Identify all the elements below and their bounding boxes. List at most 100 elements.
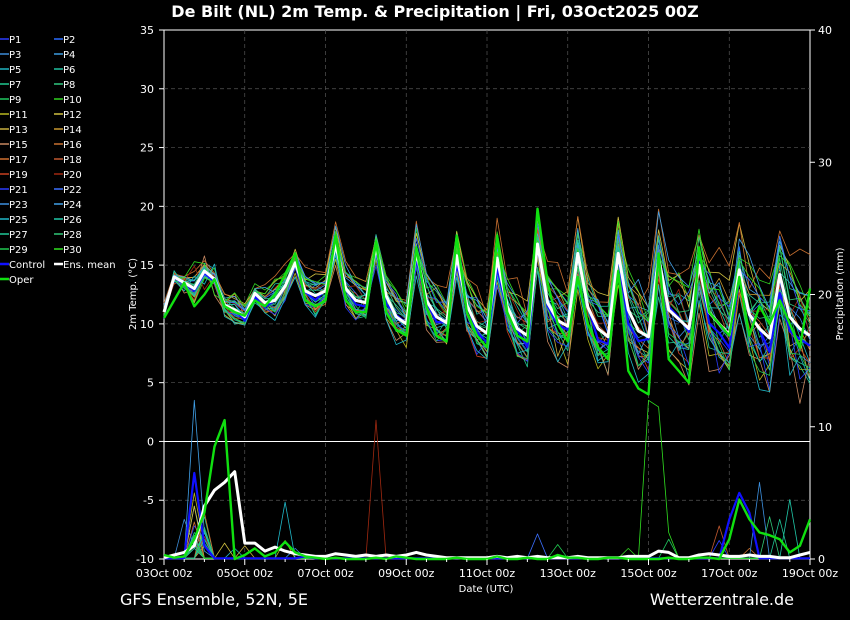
legend-label: Ens. mean — [63, 260, 116, 271]
y-tick-label: -10 — [136, 553, 154, 566]
legend-item-p27: P27 — [0, 230, 28, 241]
legend-label: P2 — [63, 35, 75, 46]
legend-item-p17: P17 — [0, 155, 28, 166]
y2-tick-label: 20 — [818, 289, 832, 302]
legend-label: P20 — [63, 170, 82, 181]
y2-tick-label: 40 — [818, 24, 832, 37]
x-tick-label: 07Oct 00z — [297, 567, 354, 580]
legend-label: P25 — [9, 215, 28, 226]
series-line-ens-mean-temp — [162, 242, 811, 340]
legend-label: Oper — [9, 275, 34, 286]
legend-label: P4 — [63, 50, 75, 61]
legend-item-p19: P19 — [0, 170, 28, 181]
y2-tick-label: 0 — [818, 553, 825, 566]
legend-label: P19 — [9, 170, 28, 181]
series-line-p11-temp — [163, 254, 811, 381]
legend-item-p8: P8 — [54, 80, 75, 91]
legend-label: P24 — [63, 200, 82, 211]
legend-item-p28: P28 — [54, 230, 82, 241]
footer-source-label: Wetterzentrale.de — [650, 590, 794, 609]
y-tick-label: 0 — [147, 435, 154, 448]
x-axis-title: Date (UTC) — [459, 584, 514, 595]
y-tick-label: 25 — [140, 142, 154, 155]
legend-label: P18 — [63, 155, 82, 166]
y-tick-label: 30 — [140, 83, 154, 96]
legend-label: P13 — [9, 125, 28, 136]
legend-item-p13: P13 — [0, 125, 28, 136]
legend-label: P30 — [63, 245, 82, 256]
series-layer — [162, 207, 812, 561]
legend: P1 P2 P3 P4 P5 P6 P7 P8 P9 P10 P11 P12 P13 P14 P15 P16 P… — [0, 35, 116, 286]
series-line-p30-temp — [163, 221, 811, 322]
legend-label: P11 — [9, 110, 28, 121]
legend-label: P26 — [63, 215, 82, 226]
legend-item-p7: P7 — [0, 80, 21, 91]
x-tick-label: 15Oct 00z — [620, 567, 677, 580]
legend-label: P29 — [9, 245, 28, 256]
axes: -10 -5 0 5 10 15 20 25 30 35 0 10 20 30 40 03Oct 00z 05O… — [136, 24, 839, 580]
legend-item-p9: P9 — [0, 95, 21, 106]
x-tick-label: 03Oct 00z — [136, 567, 193, 580]
legend-label: P23 — [9, 200, 28, 211]
y-tick-label: -5 — [143, 494, 154, 507]
legend-item-p14: P14 — [54, 125, 82, 136]
legend-label: P8 — [63, 80, 75, 91]
legend-item-p30: P30 — [54, 245, 82, 256]
series-line-oper-temp — [162, 207, 812, 396]
legend-label: P1 — [9, 35, 21, 46]
legend-label: P16 — [63, 140, 82, 151]
legend-item-p15: P15 — [0, 140, 28, 151]
legend-item-p4: P4 — [54, 50, 75, 61]
legend-label: P15 — [9, 140, 28, 151]
legend-item-p10: P10 — [54, 95, 82, 106]
legend-item-p2: P2 — [54, 35, 75, 46]
y-tick-label: 20 — [140, 200, 154, 213]
legend-item-p6: P6 — [54, 65, 75, 76]
legend-label: Control — [9, 260, 45, 271]
x-tick-label: 19Oct 00z — [782, 567, 839, 580]
y-tick-label: 10 — [140, 318, 154, 331]
y-tick-label: 15 — [140, 259, 154, 272]
series-line-ens-mean-precip — [163, 470, 811, 560]
legend-label: P10 — [63, 95, 82, 106]
legend-label: P27 — [9, 230, 28, 241]
legend-label: P12 — [63, 110, 82, 121]
legend-item-p22: P22 — [54, 185, 82, 196]
legend-item-p5: P5 — [0, 65, 21, 76]
legend-item-p1: P1 — [0, 35, 21, 46]
y2-tick-label: 10 — [818, 421, 832, 434]
legend-label: P3 — [9, 50, 21, 61]
legend-item-p26: P26 — [54, 215, 82, 226]
legend-item-p18: P18 — [54, 155, 82, 166]
legend-item-p29: P29 — [0, 245, 28, 256]
legend-item-p12: P12 — [54, 110, 82, 121]
legend-label: P14 — [63, 125, 82, 136]
legend-item-oper: Oper — [0, 275, 34, 286]
legend-label: P7 — [9, 80, 21, 91]
legend-item-p23: P23 — [0, 200, 28, 211]
legend-label: P17 — [9, 155, 28, 166]
footer-model-label: GFS Ensemble, 52N, 5E — [120, 590, 308, 609]
y2-axis-title: Precipitation (mm) — [835, 247, 846, 340]
grid-lines — [164, 30, 810, 559]
x-tick-label: 09Oct 00z — [378, 567, 435, 580]
series-line-p25-temp — [163, 254, 811, 392]
legend-item-p16: P16 — [54, 140, 82, 151]
legend-item-p3: P3 — [0, 50, 21, 61]
legend-item-ens-mean: Ens. mean — [54, 260, 116, 271]
x-tick-label: 17Oct 00z — [701, 567, 758, 580]
x-tick-label: 13Oct 00z — [540, 567, 597, 580]
y-axis-title: 2m Temp. (°C) — [128, 258, 139, 330]
legend-label: P9 — [9, 95, 21, 106]
y-tick-label: 35 — [140, 24, 154, 37]
legend-label: P21 — [9, 185, 28, 196]
legend-item-p20: P20 — [54, 170, 82, 181]
x-tick-label: 05Oct 00z — [217, 567, 274, 580]
legend-item-p11: P11 — [0, 110, 28, 121]
legend-label: P5 — [9, 65, 21, 76]
x-tick-label: 11Oct 00z — [459, 567, 516, 580]
legend-label: P6 — [63, 65, 75, 76]
y2-tick-label: 30 — [818, 156, 832, 169]
y-tick-label: 5 — [147, 377, 154, 390]
